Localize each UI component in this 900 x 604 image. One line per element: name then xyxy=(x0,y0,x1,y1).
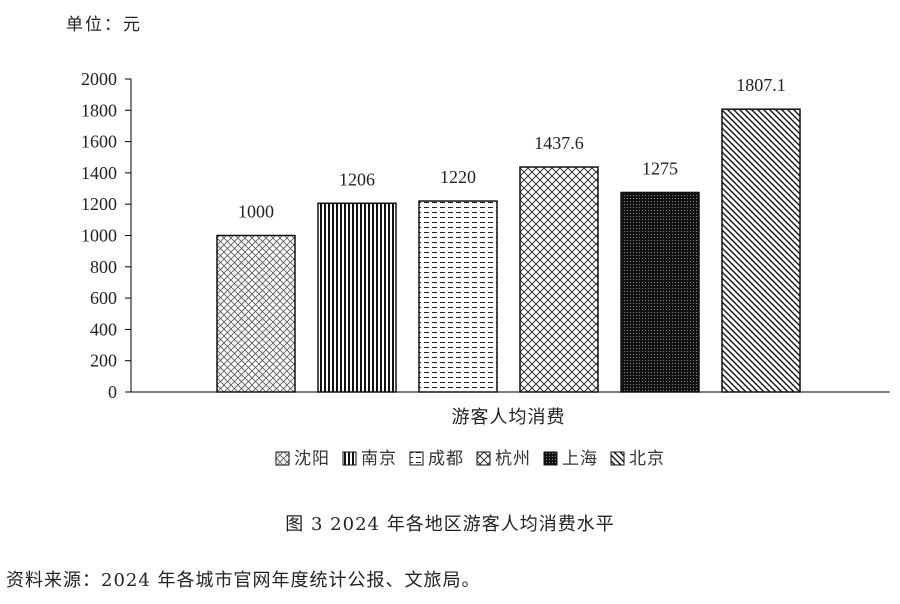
data-label: 1220 xyxy=(440,167,476,187)
bar-4 xyxy=(519,166,599,393)
y-tick-label: 1200 xyxy=(81,194,117,214)
x-category-label: 游客人均消费 xyxy=(452,407,566,427)
bar-6 xyxy=(721,108,801,393)
y-tick-label: 600 xyxy=(90,288,117,308)
legend-label: 上海 xyxy=(562,449,598,468)
legend-swatch xyxy=(543,451,558,466)
bar-5 xyxy=(620,191,700,393)
legend-swatch xyxy=(476,451,491,466)
y-tick-label: 1600 xyxy=(81,132,117,152)
y-tick-label: 1800 xyxy=(81,100,117,120)
y-tick-label: 400 xyxy=(90,319,117,339)
y-tick-label: 800 xyxy=(90,257,117,277)
data-label: 1437.6 xyxy=(534,133,584,153)
legend-swatch xyxy=(275,451,290,466)
data-label: 1275 xyxy=(642,158,678,178)
data-label: 1000 xyxy=(238,202,274,222)
legend-swatch xyxy=(342,451,357,466)
y-tick-label: 1000 xyxy=(81,226,117,246)
figure-caption: 图 3 2024 年各地区游客人均消费水平 xyxy=(285,514,615,535)
bars-group: 1000 1206 1220 1437.6 1275 1807.1 xyxy=(216,75,801,393)
y-tick-label: 200 xyxy=(90,351,117,371)
y-tick-label: 1400 xyxy=(81,163,117,183)
legend-label: 沈阳 xyxy=(294,449,330,468)
legend-swatch xyxy=(610,451,625,466)
legend-label: 成都 xyxy=(428,449,464,468)
axes-group: 0 200 400 600 800 1000 1200 1400 1600 1800 2000 游客人… xyxy=(81,69,890,427)
bar-2 xyxy=(317,202,397,393)
legend-label: 杭州 xyxy=(495,449,531,468)
bar-3 xyxy=(418,200,498,393)
source-note: 资料来源：2024 年各城市官网年度统计公报、文旅局。 xyxy=(6,570,481,591)
y-tick-label: 0 xyxy=(108,382,117,402)
legend-group: 沈阳 南京 成都 杭州 上海 北京 xyxy=(275,449,665,468)
legend-label: 南京 xyxy=(361,449,397,468)
legend-swatch xyxy=(409,451,424,466)
y-tick-label: 2000 xyxy=(81,69,117,89)
bar-1 xyxy=(216,234,296,393)
data-label: 1807.1 xyxy=(736,75,786,95)
unit-label: 单位：元 xyxy=(66,15,142,35)
legend-label: 北京 xyxy=(629,449,665,468)
data-label: 1206 xyxy=(339,169,375,189)
